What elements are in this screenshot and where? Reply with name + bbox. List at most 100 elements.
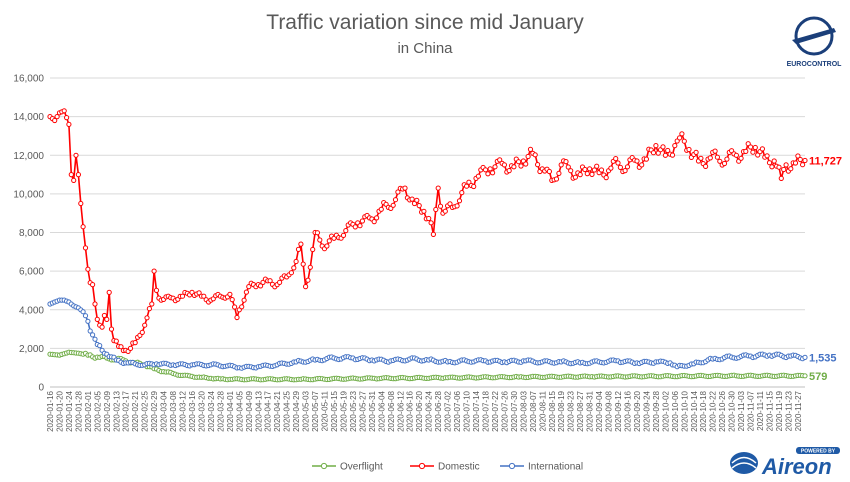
data-point [151,268,157,274]
data-point [78,200,84,207]
data-point [525,153,531,160]
x-tick-label: 2020-08-11 [538,390,547,431]
data-point [721,160,728,167]
data-point [681,138,687,144]
data-point [80,224,86,230]
x-tick-label: 2020-03-24 [207,390,216,431]
y-tick-label: 4,000 [19,305,44,316]
data-point [317,237,323,243]
legend: Overflight Domestic International [312,462,583,473]
data-point [506,168,512,174]
x-tick-label: 2020-04-17 [264,390,273,431]
data-point [802,373,808,379]
data-point [430,231,436,237]
x-tick-label: 2020-07-26 [500,390,509,431]
y-tick-label: 2,000 [19,344,44,355]
data-point [634,158,640,164]
series-domestic [47,108,808,354]
data-point [90,332,96,338]
data-point [101,312,108,319]
chart-title: Traffic variation since mid January [266,11,584,34]
data-point [653,143,659,149]
data-point [655,150,661,156]
data-point [241,297,247,303]
data-point [421,208,427,214]
end-label-international: 1,535 [809,352,837,364]
x-tick-label: 2020-08-03 [519,390,528,431]
data-point [795,153,801,159]
data-point [686,146,692,153]
data-point [584,171,590,177]
data-point [267,278,273,284]
x-tick-label: 2020-10-22 [709,390,718,431]
x-tick-label: 2020-04-29 [292,390,301,431]
x-tick-label: 2020-04-13 [254,390,263,431]
eurocontrol-logo: EUROCONTROL [787,16,842,68]
eurocontrol-ring-icon [794,16,834,56]
data-point [485,171,491,177]
data-point [142,322,148,328]
x-tick-label: 2020-10-14 [690,390,699,431]
data-point [229,297,235,303]
data-point [802,157,808,164]
legend-marker [320,462,328,470]
x-tick-label: 2020-07-02 [444,390,453,431]
data-point [139,329,145,335]
data-point [669,152,676,158]
data-point [300,261,306,267]
data-point [738,155,744,161]
data-point [497,157,503,163]
x-tick-label: 2020-04-21 [273,390,282,431]
data-point [340,232,347,238]
data-point [598,167,605,173]
x-tick-label: 2020-03-16 [188,390,197,431]
data-point [314,230,320,236]
data-point [113,338,119,344]
x-tick-label: 2020-05-31 [368,390,377,431]
data-point [792,160,799,166]
y-tick-label: 8,000 [19,228,44,239]
data-point [608,165,614,171]
data-point [546,168,553,175]
data-point [85,266,91,272]
data-point [87,328,93,334]
data-point [501,162,507,168]
x-tick-label: 2020-05-07 [311,390,320,431]
data-point [73,152,79,158]
x-tick-label: 2020-06-20 [415,390,424,431]
data-point [61,108,67,114]
x-tick-label: 2020-08-31 [586,390,595,431]
data-point [703,163,709,169]
data-point [146,306,152,312]
data-point [591,167,598,173]
x-tick-label: 2020-07-10 [463,390,472,431]
data-point [232,304,238,310]
x-tick-label: 2020-05-03 [302,390,311,431]
data-point [492,164,498,170]
data-point [769,164,775,170]
y-tick-label: 14,000 [13,112,44,123]
data-point [343,228,349,234]
data-point [357,223,363,229]
x-tick-label: 2020-03-12 [179,390,188,431]
data-point [565,164,571,170]
data-point [371,219,377,225]
data-point [750,149,756,155]
data-point [409,196,415,202]
x-tick-label: 2020-07-18 [481,390,490,431]
y-tick-label: 16,000 [13,74,44,85]
data-point [390,202,396,208]
data-point [239,304,245,310]
data-point [743,148,749,154]
data-point [352,224,358,230]
x-tick-label: 2020-11-07 [747,390,756,431]
data-point [447,201,453,207]
data-point [475,173,481,179]
data-point [310,246,316,253]
x-tick-label: 2020-11-19 [775,390,784,431]
x-tick-label: 2020-09-28 [652,390,661,431]
data-point [482,167,489,173]
x-tick-label: 2020-05-15 [330,390,339,431]
data-point [639,162,645,168]
x-tick-label: 2020-02-21 [131,390,140,431]
